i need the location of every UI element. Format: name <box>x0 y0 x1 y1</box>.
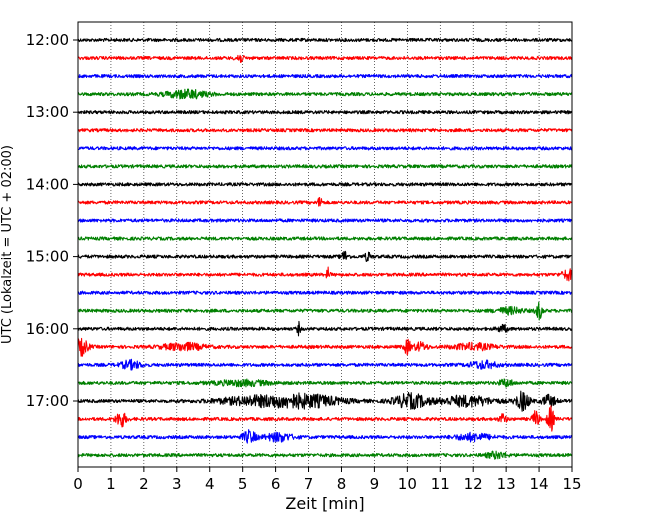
trace-1715 <box>77 405 573 432</box>
trace-1515 <box>77 266 573 282</box>
trace-1645 <box>77 378 573 388</box>
x-tick-label: 4 <box>205 475 215 493</box>
x-tick-label: 15 <box>562 475 581 493</box>
trace-1245 <box>77 88 573 100</box>
trace-1700 <box>77 390 573 412</box>
trace-1730 <box>77 429 573 444</box>
x-tick-label: 9 <box>370 475 380 493</box>
trace-1500 <box>77 250 573 262</box>
trace-1530 <box>77 290 573 295</box>
x-tick-label: 7 <box>304 475 314 493</box>
x-tick-label: 10 <box>398 475 417 493</box>
grid-lines <box>110 22 540 467</box>
trace-1745 <box>77 450 573 460</box>
x-tick-label: 13 <box>497 475 516 493</box>
y-tick-label: 14:00 <box>26 175 69 193</box>
trace-group <box>77 37 573 460</box>
x-axis: 0 1 2 3 4 5 6 7 8 9 10 11 12 13 14 15 <box>73 467 582 493</box>
x-tick-label: 5 <box>238 475 248 493</box>
trace-1230 <box>77 73 573 79</box>
trace-1615 <box>77 337 573 357</box>
x-tick-label: 2 <box>139 475 149 493</box>
trace-1200 <box>77 37 573 43</box>
plot-frame <box>77 21 573 468</box>
y-tick-label: 13:00 <box>26 103 69 121</box>
x-tick-label: 3 <box>172 475 182 493</box>
x-tick-label: 11 <box>431 475 450 493</box>
trace-1415 <box>77 197 573 207</box>
y-tick-label: 15:00 <box>26 248 69 266</box>
y-axis: 12:00 13:00 14:00 15:00 16:00 17:00 <box>26 31 78 410</box>
y-tick-label: 12:00 <box>26 31 69 49</box>
x-tick-label: 14 <box>530 475 549 493</box>
trace-1545 <box>77 301 573 321</box>
trace-1400 <box>77 182 573 187</box>
x-tick-label: 6 <box>271 475 281 493</box>
trace-1345 <box>77 164 573 169</box>
trace-1430 <box>77 218 573 223</box>
trace-1630 <box>77 358 573 371</box>
trace-1215 <box>77 54 573 63</box>
trace-1315 <box>77 128 573 133</box>
trace-1330 <box>77 146 573 151</box>
trace-1600 <box>77 320 573 337</box>
x-tick-label: 1 <box>106 475 116 493</box>
y-axis-label: UTC (Lokalzeit = UTC + 02:00) <box>0 145 15 344</box>
trace-1445 <box>77 236 573 241</box>
y-tick-label: 16:00 <box>26 320 69 338</box>
x-tick-label: 12 <box>464 475 483 493</box>
x-tick-label: 8 <box>337 475 347 493</box>
x-tick-label: 0 <box>73 475 83 493</box>
trace-1300 <box>77 110 573 115</box>
y-tick-label: 17:00 <box>26 392 69 410</box>
x-axis-label: Zeit [min] <box>285 494 364 513</box>
